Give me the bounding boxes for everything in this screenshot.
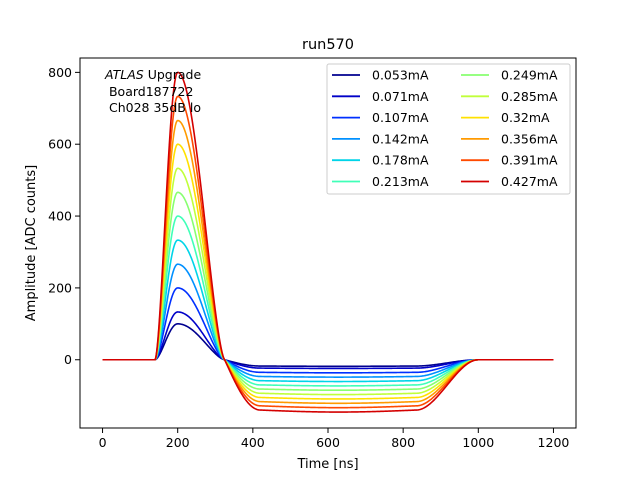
y-tick-label: 800 xyxy=(48,65,72,80)
x-axis-ticks: 0 200 400 600 800 1000 1200 xyxy=(99,428,570,450)
legend-label: 0.285mA xyxy=(501,89,558,104)
legend-label: 0.142mA xyxy=(372,131,429,146)
legend-label: 0.249mA xyxy=(501,68,558,83)
y-tick-label: 0 xyxy=(64,352,72,367)
legend-label: 0.32mA xyxy=(501,110,550,125)
x-axis-label: Time [ns] xyxy=(296,457,358,472)
x-tick-label: 1000 xyxy=(462,435,494,450)
series-group xyxy=(102,71,554,413)
legend-label: 0.427mA xyxy=(501,174,558,189)
series-line-0.427mA xyxy=(102,71,554,413)
legend-label: 0.107mA xyxy=(372,110,429,125)
x-tick-label: 600 xyxy=(316,435,340,450)
legend: 0.053mA 0.071mA 0.107mA 0.142mA 0.178mA 0.213… xyxy=(326,63,571,195)
x-tick-label: 0 xyxy=(99,435,107,450)
annotation-line-2: Board187722 xyxy=(105,84,193,99)
y-tick-label: 600 xyxy=(48,137,72,152)
legend-items: 0.053mA 0.071mA 0.107mA 0.142mA 0.178mA 0.213… xyxy=(332,68,558,189)
y-tick-label: 200 xyxy=(48,280,72,295)
legend-label: 0.178mA xyxy=(372,153,429,168)
legend-label: 0.213mA xyxy=(372,174,429,189)
annotation-italic: ATLAS xyxy=(104,67,144,82)
x-tick-label: 200 xyxy=(166,435,190,450)
legend-label: 0.071mA xyxy=(372,89,429,104)
legend-label: 0.053mA xyxy=(372,68,429,83)
annotation-line-3: Ch028 35dB lo xyxy=(105,100,201,115)
chart-title: run570 xyxy=(302,37,354,53)
legend-label: 0.391mA xyxy=(501,153,558,168)
y-tick-label: 400 xyxy=(48,209,72,224)
x-tick-label: 400 xyxy=(241,435,265,450)
x-tick-label: 800 xyxy=(391,435,415,450)
plot-area xyxy=(79,57,577,429)
atlas-annotation: ATLAS Upgrade Board187722 Ch028 35dB lo xyxy=(104,67,201,115)
legend-label: 0.356mA xyxy=(501,131,558,146)
y-axis-ticks: 0 200 400 600 800 xyxy=(48,65,80,367)
legend-frame xyxy=(326,63,571,195)
annotation-line-1-rest: Upgrade xyxy=(144,67,202,82)
annotation-line-1: ATLAS Upgrade xyxy=(104,67,201,82)
y-axis-label: Amplitude [ADC counts] xyxy=(24,165,39,321)
x-tick-label: 1200 xyxy=(538,435,570,450)
